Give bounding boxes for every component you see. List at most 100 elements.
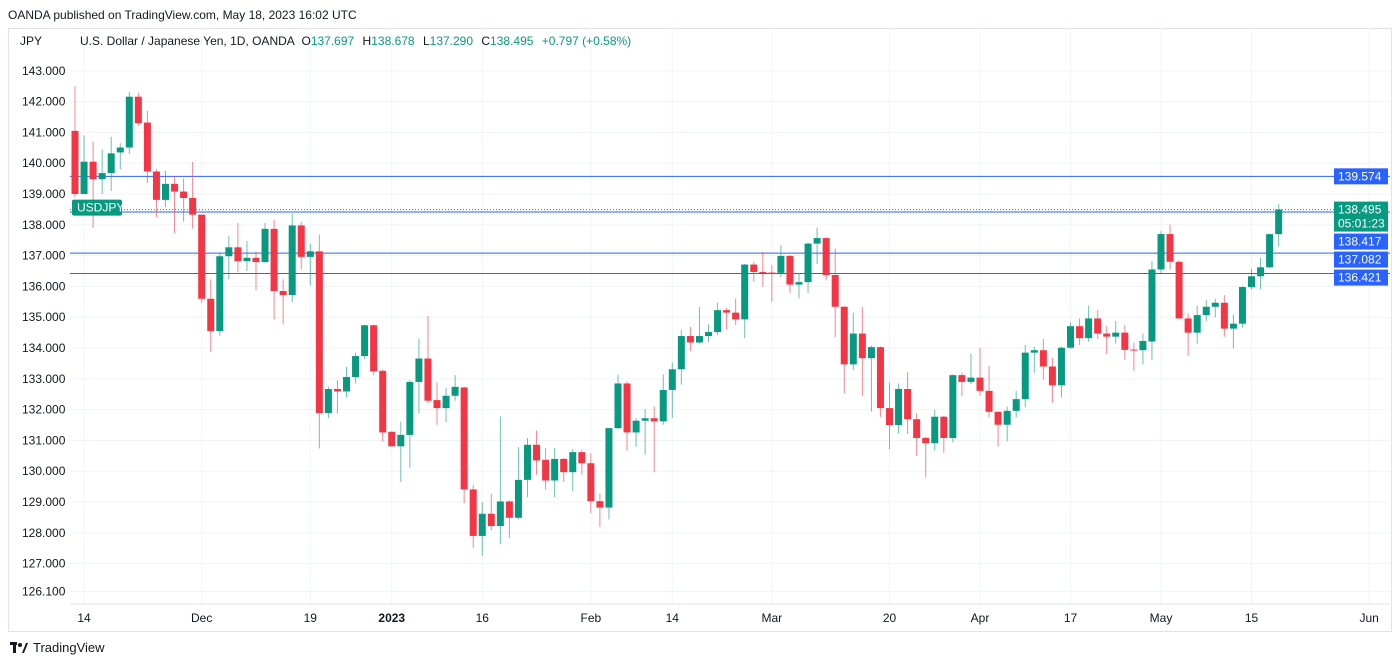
candle-up xyxy=(1012,390,1020,418)
candle-down xyxy=(686,326,694,352)
candle-body xyxy=(976,377,984,391)
candle-down xyxy=(1175,260,1183,319)
time-axis[interactable]: 14 Dec 19 2023 16 Feb 14 Mar 20 Apr 17 May 15 Jun xyxy=(77,611,1378,625)
price-tick-label: 130.000 xyxy=(22,464,66,478)
close-value: 138.495 xyxy=(490,34,534,48)
candle-up xyxy=(705,324,712,342)
candle-body xyxy=(759,271,767,273)
legend: JPY U.S. Dollar / Japanese Yen, 1D, OAND… xyxy=(20,34,631,48)
candle-body xyxy=(650,418,658,422)
candle-body xyxy=(1039,350,1047,367)
candle-body xyxy=(487,513,495,527)
candle-body xyxy=(804,243,812,283)
candle-body xyxy=(207,298,215,332)
candle-down xyxy=(333,380,341,414)
candle-up xyxy=(1085,305,1093,342)
candle-body xyxy=(1248,276,1255,288)
candle-up xyxy=(442,388,450,423)
candle-up xyxy=(569,449,577,492)
candle-up xyxy=(243,241,251,272)
candle-down xyxy=(1220,295,1228,337)
candle-down xyxy=(1130,342,1138,371)
candle-body xyxy=(569,452,577,473)
candle-body xyxy=(216,256,224,332)
candle-body xyxy=(125,96,133,148)
time-tick-label: Dec xyxy=(191,611,212,625)
candle-body xyxy=(1130,349,1138,351)
price-axis[interactable]: 126.100 127.000 128.000 129.000 130.000 131.0… xyxy=(22,64,66,599)
candle-body xyxy=(1076,326,1084,339)
candle-body xyxy=(496,501,504,527)
time-tick-label: 15 xyxy=(1245,611,1259,625)
candle-down xyxy=(279,279,287,325)
candle-up xyxy=(1257,257,1265,290)
candle-body xyxy=(813,238,821,244)
candle-down xyxy=(723,307,731,330)
candle-body xyxy=(994,411,1002,425)
candle-body xyxy=(315,251,323,414)
candle-down xyxy=(623,381,631,451)
last-price-tag: 138.495 xyxy=(1338,203,1382,217)
time-tick-label: 14 xyxy=(77,611,91,625)
candle-up xyxy=(813,227,821,264)
candle-down xyxy=(904,372,912,434)
time-tick-label: 20 xyxy=(883,611,897,625)
candle-down xyxy=(1076,318,1084,345)
price-tick-label: 127.000 xyxy=(22,557,66,571)
time-tick-label: 17 xyxy=(1064,611,1078,625)
candle-body xyxy=(1238,287,1246,324)
candle-body xyxy=(80,161,88,195)
candle-body xyxy=(1193,315,1201,333)
candle-body xyxy=(343,376,350,392)
candle-body xyxy=(524,444,531,480)
candle-body xyxy=(551,458,559,481)
candle-body xyxy=(433,400,441,409)
level-tag-bg xyxy=(1334,251,1388,268)
candle-down xyxy=(143,110,151,184)
candle-body xyxy=(668,369,676,390)
candle-body xyxy=(1139,340,1147,351)
candle-down xyxy=(578,449,586,475)
candle-up xyxy=(361,324,369,360)
candle-down xyxy=(958,372,966,396)
candle-up xyxy=(496,416,504,545)
candle-body xyxy=(1067,326,1074,348)
candle-down xyxy=(1166,224,1174,270)
candle-down xyxy=(940,415,948,453)
candle-down xyxy=(596,493,604,527)
footer[interactable]: TradingView xyxy=(10,640,105,655)
candle-body xyxy=(777,255,785,273)
candle-down xyxy=(542,448,550,490)
candle-down xyxy=(198,214,206,303)
candle-body xyxy=(1048,366,1056,386)
price-tick-label: 143.000 xyxy=(22,64,66,78)
candle-up xyxy=(343,366,350,398)
candle-down xyxy=(768,265,776,302)
candle-down xyxy=(297,222,305,270)
candle-down xyxy=(831,248,839,337)
candle-up xyxy=(659,374,667,425)
candle-up xyxy=(1193,305,1201,344)
candle-body xyxy=(1003,410,1011,425)
candle-body xyxy=(1175,261,1183,319)
candle-up xyxy=(107,136,115,191)
candle-body xyxy=(1085,318,1093,339)
candle-body xyxy=(560,458,568,473)
candle-body xyxy=(1184,318,1192,333)
candle-body xyxy=(1094,318,1102,334)
candle-body xyxy=(162,183,169,200)
candle-body xyxy=(714,310,722,333)
candle-body xyxy=(234,247,242,262)
footer-brand: TradingView xyxy=(33,640,105,655)
candle-body xyxy=(333,389,341,392)
candle-body xyxy=(641,418,649,421)
candle-down xyxy=(388,431,396,447)
candle-up xyxy=(225,235,233,280)
candle-down xyxy=(1121,325,1129,360)
price-tick-label: 133.000 xyxy=(22,372,66,386)
candle-body xyxy=(876,347,884,409)
candle-up xyxy=(324,386,332,418)
symbol-description: U.S. Dollar / Japanese Yen, 1D, OANDA xyxy=(80,34,295,48)
level-tag-bg xyxy=(1334,269,1388,286)
